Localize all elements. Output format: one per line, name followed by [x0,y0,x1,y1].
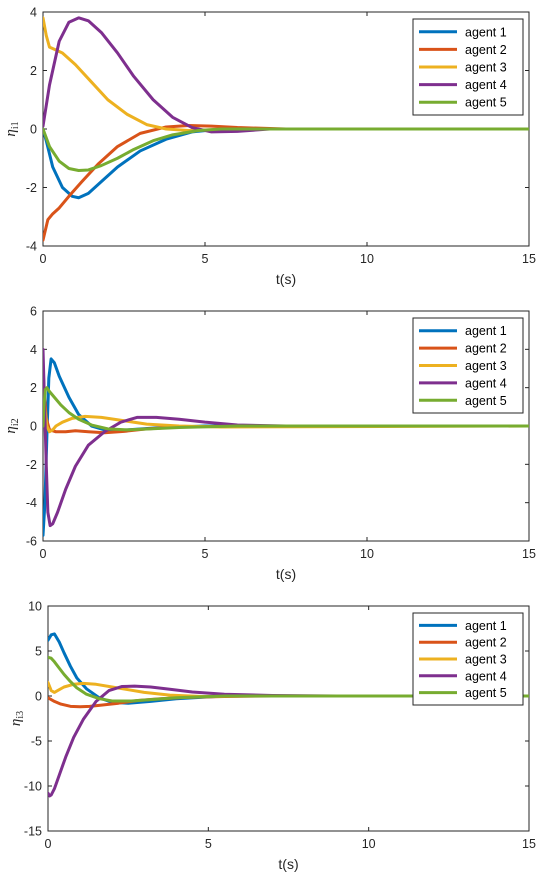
x-axis-label: t(s) [276,566,296,582]
series-line-agent-4 [43,16,529,134]
y-tick-label: 6 [30,305,37,319]
legend: agent 1 agent 2 agent 3 agent 4 agent 5 [412,317,524,414]
legend: agent 1 agent 2 agent 3 agent 4 agent 5 [412,18,524,116]
series-line-agent-5 [43,127,529,173]
y-tick-label: 2 [30,64,37,78]
legend-label-agent-1: agent 1 [465,324,507,338]
series-line-agent-3 [43,386,529,434]
series-line-agent-4 [48,684,529,798]
y-tick-label: 4 [30,343,37,357]
legend-label-agent-2: agent 2 [465,342,507,356]
legend-label-agent-4: agent 4 [465,78,507,92]
y-axis-label-subscript: i2 [10,418,21,426]
y-tick-label: 2 [30,381,37,395]
y-tick-label: 5 [35,645,42,659]
legend-label-agent-5: agent 5 [465,394,507,408]
legend-label-agent-5: agent 5 [465,686,507,700]
y-tick-label: -2 [26,458,37,472]
y-tick-label: -4 [26,240,37,254]
x-tick-label: 10 [360,547,374,561]
legend-label-agent-1: agent 1 [465,619,507,633]
legend-label-agent-3: agent 3 [465,61,507,75]
legend-label-agent-3: agent 3 [465,653,507,667]
y-tick-label: -6 [26,535,37,549]
y-tick-label: 4 [30,6,37,20]
y-axis-label-subscript: i3 [15,711,26,719]
legend-label-agent-2: agent 2 [465,43,507,57]
x-tick-label: 5 [205,837,212,851]
x-axis-label: t(s) [278,856,298,872]
y-tick-label: 10 [28,600,42,614]
series-line-agent-5 [48,655,529,703]
legend-label-agent-4: agent 4 [465,376,507,390]
x-tick-label: 0 [40,252,47,266]
y-axis-label: ηi3 [8,711,26,726]
y-axis-label: ηi1 [3,121,21,136]
x-tick-label: 15 [522,252,536,266]
x-axis-label: t(s) [276,271,296,287]
y-tick-label: -4 [26,496,37,510]
legend-label-agent-2: agent 2 [465,636,507,650]
y-axis-label-symbol: η [3,426,19,433]
x-tick-label: 10 [362,837,376,851]
y-tick-label: 0 [30,123,37,137]
legend: agent 1 agent 2 agent 3 agent 4 agent 5 [412,612,524,706]
legend-label-agent-3: agent 3 [465,359,507,373]
series-line-agent-3 [43,16,529,132]
x-tick-label: 15 [522,837,536,851]
x-tick-label: 0 [40,547,47,561]
legend-box [412,18,524,116]
x-tick-label: 15 [522,547,536,561]
y-tick-label: -15 [24,825,42,839]
x-tick-label: 5 [202,252,209,266]
series-line-agent-4 [43,347,529,528]
legend-label-agent-1: agent 1 [465,25,507,39]
y-axis-label: ηi2 [3,418,21,433]
series-line-agent-2 [43,123,529,242]
series-line-agent-5 [43,386,529,432]
x-tick-label: 0 [45,837,52,851]
x-tick-label: 10 [360,252,374,266]
y-tick-label: -10 [24,780,42,794]
y-tick-label: 0 [30,420,37,434]
x-tick-label: 5 [202,547,209,561]
y-axis-label-symbol: η [8,719,24,726]
y-tick-label: -5 [31,735,42,749]
legend-label-agent-5: agent 5 [465,96,507,110]
y-tick-label: 0 [35,690,42,704]
legend-label-agent-4: agent 4 [465,669,507,683]
y-tick-label: -2 [26,181,37,195]
y-axis-label-symbol: η [3,129,19,136]
y-axis-label-subscript: i1 [10,121,21,129]
